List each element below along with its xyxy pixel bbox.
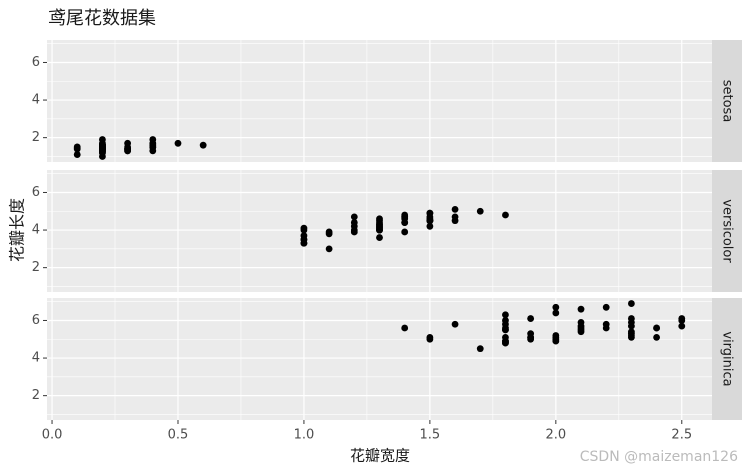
x-tick-label: 0.5 — [168, 428, 189, 443]
watermark: CSDN @maizeman126 — [580, 449, 738, 465]
point — [678, 322, 686, 330]
point — [376, 234, 383, 241]
point — [502, 211, 509, 219]
y-tick-label: 4 — [32, 223, 40, 238]
point — [527, 315, 535, 322]
y-tick-label: 4 — [32, 351, 40, 366]
point — [300, 239, 308, 247]
point — [174, 139, 182, 147]
point — [99, 145, 106, 153]
point — [653, 324, 660, 332]
strip-label: versicolor — [720, 199, 735, 263]
x-tick-label: 2.5 — [671, 428, 692, 443]
point — [552, 309, 560, 317]
point — [451, 205, 459, 213]
point — [350, 222, 358, 230]
point — [552, 332, 560, 339]
y-axis-label: 花瓣长度 — [8, 198, 27, 262]
y-tick-label: 6 — [32, 313, 40, 328]
point — [527, 335, 535, 343]
point — [502, 311, 509, 319]
point — [300, 232, 308, 240]
y-tick-label: 6 — [32, 55, 40, 70]
point — [124, 145, 132, 153]
x-tick-label: 2.0 — [545, 428, 566, 443]
point — [325, 230, 333, 238]
point — [149, 136, 157, 143]
point — [552, 337, 560, 345]
point — [401, 228, 409, 236]
x-axis-label: 花瓣宽度 — [350, 447, 410, 465]
point — [199, 141, 207, 149]
point — [300, 224, 308, 232]
strip-background — [712, 298, 742, 420]
x-tick-label: 1.5 — [420, 428, 441, 443]
point — [376, 224, 383, 232]
point — [653, 333, 660, 341]
point — [502, 339, 509, 347]
point — [426, 213, 434, 221]
x-tick-label: 1.0 — [294, 428, 315, 443]
point — [678, 315, 686, 322]
point — [602, 303, 610, 311]
point — [476, 345, 484, 353]
strip-label: virginica — [720, 331, 735, 386]
y-tick-label: 6 — [32, 185, 40, 200]
point — [99, 136, 106, 143]
strip-background — [712, 40, 742, 162]
point — [73, 151, 81, 158]
x-tick-label: 0.0 — [42, 428, 63, 443]
point — [149, 143, 157, 151]
point — [451, 320, 459, 328]
strip-label: setosa — [720, 80, 735, 123]
point — [350, 213, 358, 221]
point — [401, 324, 409, 332]
y-tick-label: 2 — [32, 130, 40, 145]
point — [451, 217, 459, 225]
point — [627, 328, 635, 336]
point — [627, 300, 635, 307]
chart-title: 鸢尾花数据集 — [48, 8, 156, 29]
point — [602, 324, 610, 332]
point — [502, 333, 509, 341]
point — [401, 215, 409, 223]
point — [577, 328, 585, 336]
strip-background — [712, 170, 742, 292]
point — [552, 303, 560, 311]
y-tick-label: 2 — [32, 388, 40, 403]
point — [426, 222, 434, 230]
point — [426, 333, 434, 341]
point — [627, 318, 635, 326]
y-tick-label: 2 — [32, 260, 40, 275]
panel-background — [47, 40, 712, 162]
point — [502, 326, 509, 334]
point — [577, 305, 585, 313]
point — [73, 145, 81, 153]
point — [502, 317, 509, 324]
point — [476, 207, 484, 215]
point — [325, 245, 333, 253]
panel-background — [47, 298, 712, 420]
y-tick-label: 4 — [32, 93, 40, 108]
